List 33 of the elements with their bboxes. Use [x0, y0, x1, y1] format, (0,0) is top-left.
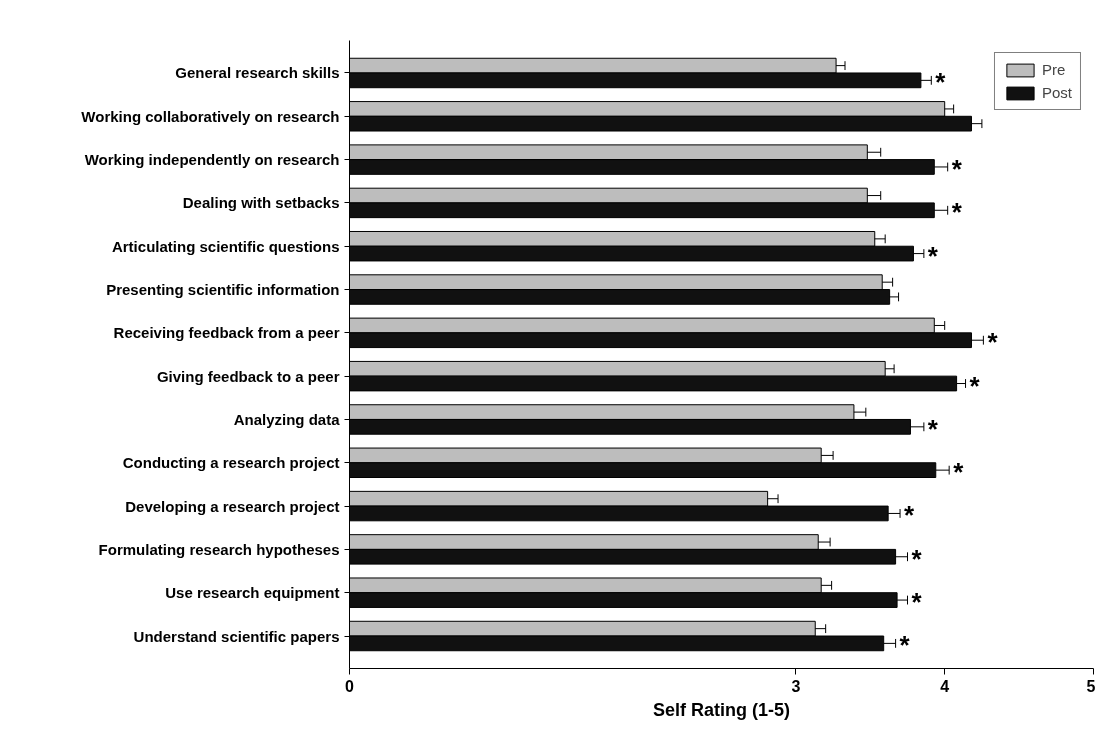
annotation: *	[951, 153, 963, 184]
annotation: *	[911, 587, 923, 618]
legend-label: Post	[1041, 84, 1072, 101]
annotation: *	[911, 543, 923, 574]
x-tick-label: 4	[940, 677, 950, 695]
x-tick-label: 5	[1086, 677, 1095, 695]
y-tick-label: Working independently on research	[84, 151, 340, 169]
y-tick-label: Conducting a research project	[122, 454, 340, 472]
annotation: *	[899, 630, 911, 661]
y-tick-label: Receiving feedback from a peer	[113, 324, 340, 342]
y-tick-label: Analyzing data	[233, 410, 341, 428]
y-tick-label: Presenting scientific information	[106, 281, 340, 299]
annotation: *	[953, 457, 965, 488]
x-axis-title: Self Rating (1-5)	[652, 699, 791, 720]
annotation: *	[935, 67, 947, 98]
annotation: *	[969, 370, 981, 401]
y-tick-label: Dealing with setbacks	[182, 194, 340, 212]
y-tick-label: Use research equipment	[165, 584, 340, 602]
annotation: *	[987, 327, 999, 358]
annotation: *	[904, 500, 916, 531]
y-tick-label: Articulating scientific questions	[111, 237, 340, 255]
annotation: *	[927, 413, 939, 444]
legend-label: Pre	[1041, 61, 1066, 78]
y-tick-label: Giving feedback to a peer	[156, 367, 340, 385]
y-tick-label: Formulating research hypotheses	[98, 540, 340, 558]
annotation: *	[927, 240, 939, 271]
y-tick-label: General research skills	[175, 64, 340, 82]
x-tick-label: 3	[791, 677, 801, 695]
annotation: *	[951, 197, 963, 228]
x-tick-label: 0	[345, 677, 355, 695]
y-tick-label: Working collaboratively on research	[81, 107, 340, 125]
y-tick-label: Developing a research project	[125, 497, 340, 515]
y-tick-label: Understand scientific papers	[133, 627, 340, 645]
